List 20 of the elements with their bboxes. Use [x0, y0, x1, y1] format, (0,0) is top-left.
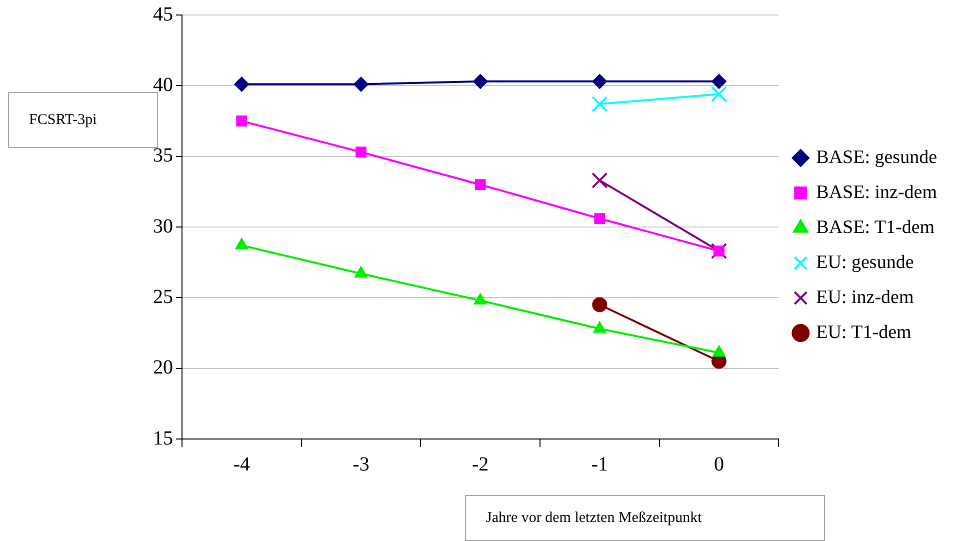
y-tick-label: 30: [153, 215, 173, 238]
x-tick-label: -4: [233, 453, 250, 476]
legend-label: BASE: T1-dem: [816, 216, 935, 238]
x-tick-label: -1: [591, 453, 608, 476]
legend-label: EU: gesunde: [816, 252, 914, 273]
x-tick-label: 0: [714, 453, 724, 476]
x-axis-title: Jahre vor dem letzten Meßzeitpunkt: [465, 495, 825, 541]
y-tick-label: 40: [153, 74, 173, 96]
x-tick-label: -2: [472, 453, 489, 476]
legend-label: BASE: inz-dem: [816, 182, 938, 203]
y-tick-label: 45: [153, 3, 173, 26]
y-tick-label: 15: [153, 427, 173, 450]
legend-label: EU: T1-dem: [816, 322, 912, 343]
y-tick-label: 25: [153, 286, 173, 308]
legend-label: BASE: gesunde: [816, 146, 938, 168]
x-tick-label: -3: [352, 453, 370, 476]
legend-label: EU: inz-dem: [816, 286, 914, 308]
y-tick-label: 20: [153, 356, 173, 379]
y-tick-label: 35: [153, 144, 173, 167]
y-axis-title: FCSRT-3pi: [29, 112, 97, 128]
